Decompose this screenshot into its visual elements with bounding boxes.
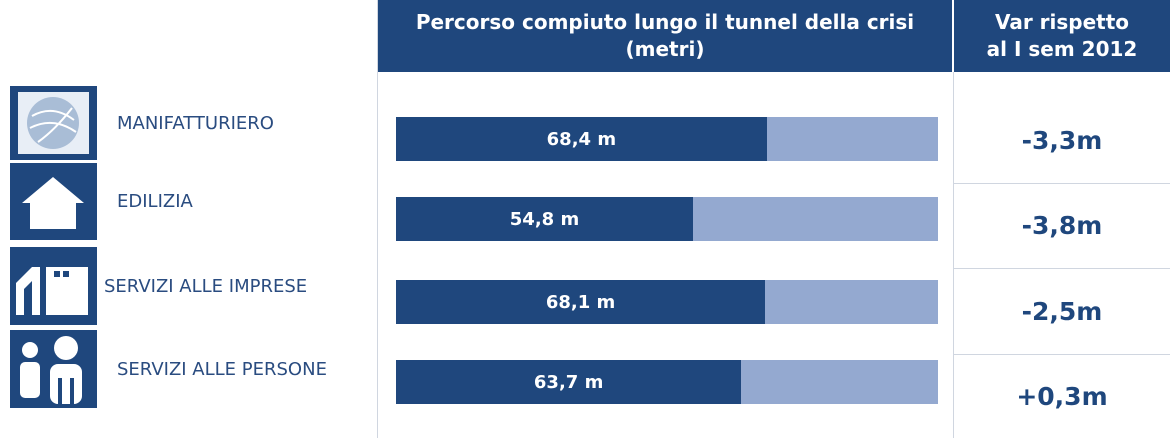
bar xyxy=(396,117,767,161)
category-label: SERVIZI ALLE PERSONE xyxy=(117,358,327,380)
bar xyxy=(396,360,742,404)
category-label: EDILIZIA xyxy=(117,191,193,212)
bar-value-label: 54,8 m xyxy=(509,208,580,230)
row-separator xyxy=(954,183,1170,184)
bar-value-label: 63,7 m xyxy=(533,371,604,393)
divider xyxy=(377,0,378,438)
change-header: Var rispetto al I sem 2012 xyxy=(954,0,1170,72)
bar-value-label: 68,1 m xyxy=(545,291,616,313)
icon-edilizia xyxy=(10,163,97,240)
bar-header: Percorso compiuto lungo il tunnel della … xyxy=(378,0,952,72)
category-label: SERVIZI ALLE IMPRESE xyxy=(104,275,308,297)
row-separator xyxy=(954,354,1170,355)
icon-servizi-persone xyxy=(10,330,97,408)
change-value: +0,3m xyxy=(1016,381,1108,411)
icon-servizi-imprese xyxy=(10,247,97,325)
divider xyxy=(953,72,954,438)
row-separator xyxy=(954,268,1170,269)
icon-manifatturiero xyxy=(10,86,97,160)
change-value: -2,5m xyxy=(1021,296,1103,326)
change-value: -3,3m xyxy=(1021,126,1103,155)
category-label: MANIFATTURIERO xyxy=(117,112,274,134)
bar xyxy=(396,280,766,324)
bar-value-label: 68,4 m xyxy=(546,128,617,150)
change-value: -3,8m xyxy=(1021,211,1103,240)
bar xyxy=(396,197,694,241)
